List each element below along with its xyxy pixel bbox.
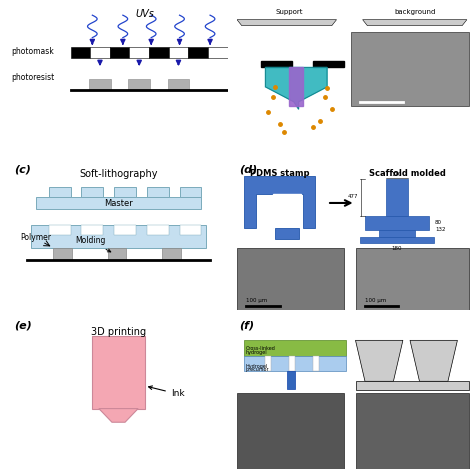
Text: (e): (e) [14,320,32,330]
Text: PDMS stamp: PDMS stamp [250,169,310,178]
Bar [128,79,150,90]
Bar [208,46,228,58]
Text: 100 μm: 100 μm [246,298,268,303]
Bar [356,248,469,310]
Bar [180,225,201,235]
Bar [275,228,299,239]
Bar [188,46,208,58]
Bar [169,46,188,58]
Text: Polymer: Polymer [20,233,51,242]
Text: (d): (d) [239,164,258,174]
Bar [162,248,181,260]
Bar [82,187,103,197]
Bar [379,230,415,237]
Bar [356,381,469,391]
Bar [356,393,469,469]
Bar [237,248,344,310]
Bar [265,356,271,371]
Text: precursor: precursor [246,367,269,373]
Bar [351,32,469,106]
Bar [71,46,90,58]
Bar [147,225,169,235]
Bar [386,179,408,217]
Bar [92,336,145,409]
Bar [244,356,346,371]
Bar [147,187,169,197]
Text: (c): (c) [14,164,31,174]
Polygon shape [410,340,457,381]
Text: 3D printing: 3D printing [91,327,146,337]
Bar [31,225,206,248]
Text: Scaffold molded: Scaffold molded [369,169,446,178]
Polygon shape [363,20,467,26]
Text: UVs: UVs [135,9,154,19]
Bar [313,356,319,371]
Text: photoresist: photoresist [12,73,55,82]
Bar [110,46,129,58]
Bar [289,356,295,371]
Bar [149,46,169,58]
Text: Master: Master [104,199,133,208]
Bar [49,187,71,197]
Bar [237,393,344,469]
Text: photomask: photomask [12,47,55,56]
Text: 170: 170 [392,172,402,177]
Bar [89,79,111,90]
Text: 180: 180 [392,246,402,251]
Bar [313,62,344,67]
Text: 132: 132 [435,228,446,232]
Text: Support: Support [275,9,303,15]
Bar [261,62,292,67]
Bar [360,237,434,243]
Bar [53,248,72,260]
Polygon shape [356,340,403,381]
Text: (f): (f) [239,320,255,330]
Polygon shape [289,67,303,106]
Polygon shape [244,176,315,228]
Text: 100 μm: 100 μm [365,298,386,303]
Bar [49,225,71,235]
Bar [365,217,429,230]
Bar [114,225,136,235]
Polygon shape [237,20,337,26]
Bar [168,79,189,90]
Text: Cross-linked: Cross-linked [246,346,275,351]
Text: background: background [394,9,436,15]
Bar [82,225,103,235]
Bar [108,248,126,260]
Text: 80: 80 [435,220,442,225]
Polygon shape [265,67,327,109]
Text: Soft-lithography: Soft-lithography [79,169,158,179]
Bar [244,340,346,356]
Bar [273,194,301,228]
Text: hydrogel: hydrogel [246,350,267,355]
Bar [114,187,136,197]
Bar [90,46,110,58]
Bar [129,46,149,58]
Bar [36,197,201,209]
Bar [180,187,201,197]
Text: Ink: Ink [148,386,184,399]
Bar [287,371,295,389]
Text: Molding: Molding [75,236,111,252]
Text: Hydrogel: Hydrogel [246,364,267,369]
Text: 477: 477 [347,194,358,200]
Polygon shape [99,409,138,422]
